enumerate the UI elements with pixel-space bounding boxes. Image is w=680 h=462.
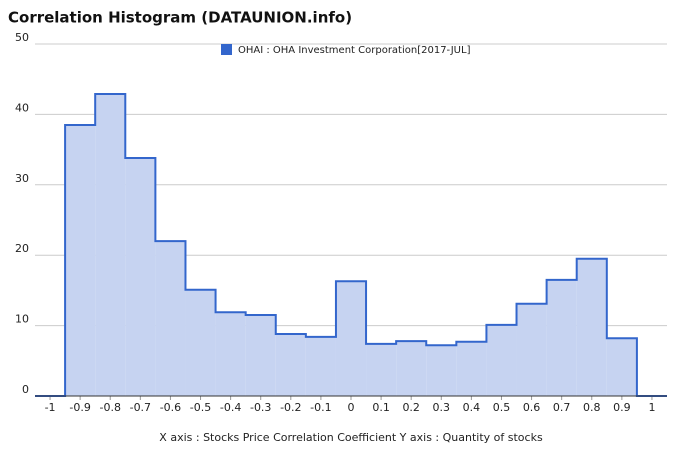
histogram-bar [516, 303, 547, 396]
histogram-bar [185, 289, 216, 396]
x-tick-label: 0.9 [613, 401, 631, 414]
x-tick-label: -0.3 [250, 401, 271, 414]
histogram-bar [65, 124, 96, 397]
y-tick-label: 50 [15, 31, 29, 44]
x-tick-label: 0.7 [553, 401, 571, 414]
x-tick-label: 0.1 [372, 401, 390, 414]
x-axis-label: X axis : Stocks Price Correlation Coeffi… [159, 431, 543, 444]
histogram-bar [426, 345, 457, 396]
histogram-bar [305, 336, 336, 396]
histogram-bar [576, 258, 607, 396]
x-tick-label: 0 [348, 401, 355, 414]
x-tick-label: -0.7 [130, 401, 151, 414]
chart-title: Correlation Histogram (DATAUNION.info) [8, 9, 352, 27]
x-tick-label: 0.4 [463, 401, 481, 414]
x-tick-label: -0.6 [160, 401, 181, 414]
x-tick-label: -1 [45, 401, 56, 414]
histogram-bar [366, 343, 397, 396]
y-tick-label: 40 [15, 101, 29, 114]
histogram-bar [245, 315, 276, 396]
histogram-bar [456, 341, 487, 396]
legend-label: OHAI : OHA Investment Corporation[2017-J… [238, 45, 471, 56]
histogram-bar [546, 279, 577, 396]
y-tick-label: 20 [15, 242, 29, 255]
histogram-bar [275, 334, 306, 396]
x-tick-label: 0.3 [433, 401, 451, 414]
histogram-bar [155, 241, 186, 396]
x-tick-label: 0.5 [493, 401, 511, 414]
x-tick-label: -0.1 [310, 401, 331, 414]
x-tick-label: -0.2 [280, 401, 301, 414]
x-tick-label: 0.2 [402, 401, 420, 414]
x-tick-label: -0.4 [220, 401, 241, 414]
histogram-bar [606, 338, 637, 396]
x-tick-label: -0.9 [69, 401, 90, 414]
x-tick-label: -0.8 [100, 401, 121, 414]
histogram-bar [215, 312, 246, 396]
histogram-bar [125, 158, 156, 396]
y-tick-label: 0 [22, 383, 29, 396]
x-tick-label: 0.8 [583, 401, 601, 414]
x-tick-label: 1 [648, 401, 655, 414]
step-outline [35, 92, 667, 397]
x-tick-label: -0.5 [190, 401, 211, 414]
legend-swatch [221, 44, 232, 55]
y-tick-label: 30 [15, 172, 29, 185]
histogram-bar [95, 93, 126, 396]
x-tick-label: 0.6 [523, 401, 541, 414]
histogram-bar [486, 324, 517, 396]
histogram-bar [396, 341, 427, 396]
y-tick-label: 10 [15, 313, 29, 326]
histogram-bar [335, 281, 367, 396]
